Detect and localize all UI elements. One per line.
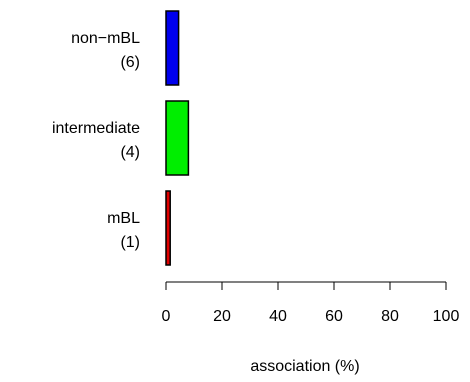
x-tick-label: 60 [325,308,343,325]
category-count-label: (1) [120,234,140,251]
x-tick-label: 100 [433,308,460,325]
category-count-label: (4) [120,144,140,161]
category-label: non−mBL [71,30,140,47]
x-tick-label: 0 [162,308,171,325]
bar-1 [165,100,190,176]
category-labels: mBL (1) intermediate (4) non−mBL (6) [52,30,140,251]
category-count-label: (6) [120,54,140,71]
x-tick-label: 80 [381,308,399,325]
category-label: mBL [107,210,140,227]
category-label: intermediate [52,120,140,137]
x-axis-title: association (%) [250,358,359,375]
x-tick-label: 20 [213,308,231,325]
x-tick-label: 40 [269,308,287,325]
x-axis: 0 20 40 60 80 100 [162,281,460,325]
x-ticks: 0 20 40 60 80 100 [162,282,460,325]
bar-2 [165,10,180,86]
bar-0 [165,190,171,266]
bars-group [165,10,190,266]
